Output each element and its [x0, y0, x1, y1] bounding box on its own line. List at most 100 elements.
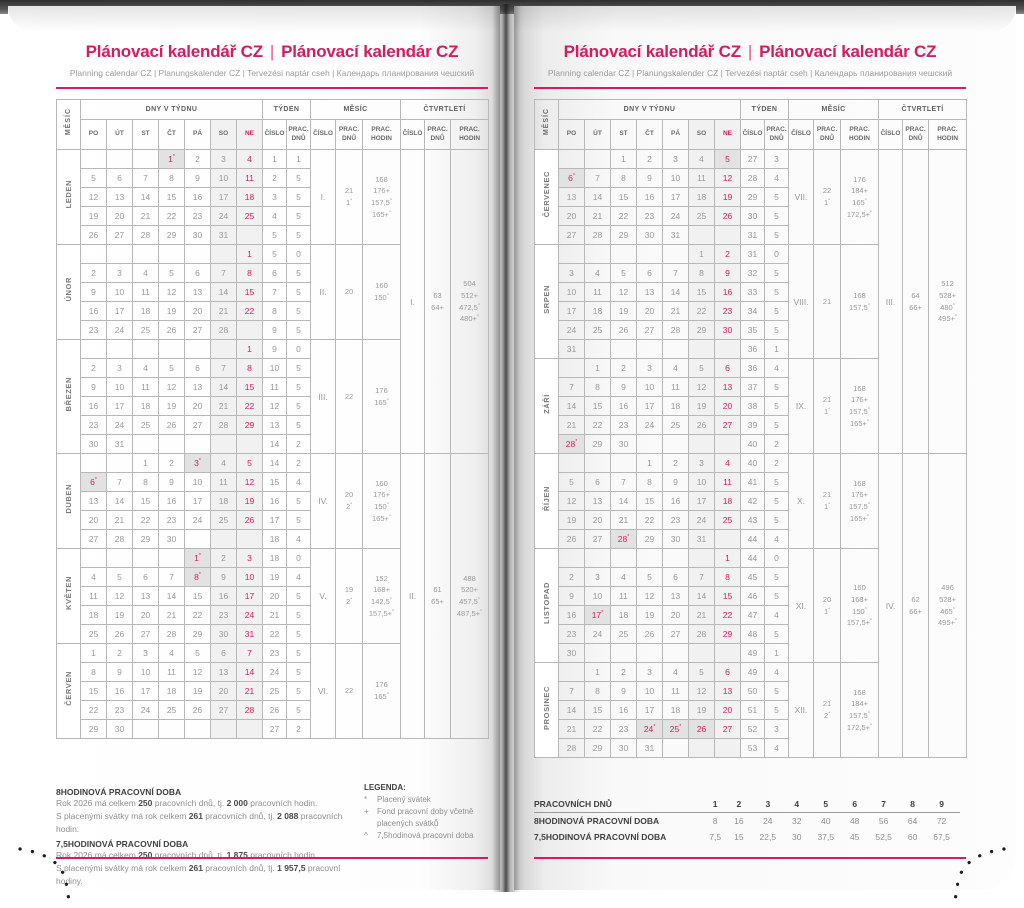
quarter-hours: 512 528+ 480^ 495+^ [928, 149, 968, 454]
day-cell: 23 [610, 719, 637, 739]
day-cell: 10 [688, 472, 715, 492]
quarter-workdays: 61 65+ [424, 453, 452, 739]
month-label: ŘÍJEN [534, 453, 559, 549]
week-workdays: 1 [764, 339, 790, 359]
week-number: 5 [262, 225, 288, 245]
day-cell: 18 [713, 491, 742, 511]
month-workdays: 21 2* [813, 662, 842, 758]
day-cell: 13 [132, 586, 159, 606]
day-cell: 12 [158, 377, 185, 397]
day-cell: 5 [688, 358, 715, 378]
day-cell: 13 [210, 662, 237, 682]
week-number: 52 [740, 719, 766, 739]
legend-item: + Fond pracovní doby včetně placených svá… [364, 806, 488, 830]
day-cell: 13 [636, 282, 663, 302]
day-cell: 2 [80, 358, 107, 378]
week-workdays: 5 [286, 225, 312, 245]
day-cell: 14 [558, 396, 585, 416]
day-cell: 3 [210, 149, 237, 169]
day-cell: 4 [688, 149, 715, 169]
day-cell: 3 [662, 149, 689, 169]
week-workdays: 5 [286, 415, 312, 435]
month-name: PROSINEC [542, 685, 551, 730]
text-segment: pracovních hodin. [247, 850, 318, 861]
week-row: 20 21 22 23 24 25 26 17 5 [57, 510, 489, 530]
day-cell: 3 [106, 358, 133, 378]
legend-text: 7,5hodinová pracovní doba [377, 831, 474, 840]
day-cell: 22 [584, 415, 611, 435]
day-cell: 28 [210, 320, 237, 340]
month-group-header: MĚSÍC [310, 99, 402, 120]
day-cell: 17 [636, 700, 663, 720]
workdays-count: 7 [865, 796, 903, 813]
day-cell [80, 149, 107, 169]
day-cell: 28* [610, 529, 637, 549]
day-cell: 9 [80, 377, 107, 397]
day-cell: 11 [688, 168, 715, 188]
day-cell [688, 434, 715, 454]
week-row: 25 26 27 28 29 30 31 22 5 [57, 624, 489, 644]
day-cell: 26 [235, 510, 264, 530]
week-workdays: 0 [764, 548, 790, 568]
week-workdays: 5 [286, 681, 312, 701]
title-separator: | [747, 42, 753, 61]
day-cell: 16 [80, 301, 107, 321]
day-cell: 18 [132, 301, 159, 321]
day-cell: 15 [636, 491, 663, 511]
week-workdays: 4 [764, 168, 790, 188]
header-cols-row: PO ÚT ST ČT PÁ SO NE ČÍSLO PRAC. DNŮ ČÍSLO PRAC. D… [57, 119, 490, 150]
week-row: 12 13 14 15 16 17 18 42 5 [535, 491, 967, 511]
month-hours: 160 176+ 150^ 165+^ [362, 453, 402, 549]
day-cell: 12 [610, 282, 637, 302]
day-cell: 20 [184, 396, 211, 416]
day-cell: 23 [636, 206, 663, 226]
day-cell: 20 [713, 396, 742, 416]
day-cell: 5 [610, 263, 637, 283]
page-title-sk: Plánovací kalendár CZ [281, 42, 459, 61]
day-cell: 29 [584, 434, 611, 454]
day-cell: 3 [636, 662, 663, 682]
days-group-header: DNY V TÝDNU [79, 99, 264, 120]
week-row: 29 30 27 2 [57, 719, 489, 739]
day-cell: 11 [584, 282, 611, 302]
month-label: LISTOPAD [534, 548, 559, 663]
week-row: PROSINEC 1 2 3 4 5 6 49 4 XII. 21 2* 168 184+ 157,5^ 17… [534, 662, 967, 758]
day-cell [210, 339, 237, 359]
day-cell: 17* [584, 605, 611, 625]
work-time-line: S placenými svátky má rok celkem 261 pra… [56, 810, 356, 836]
col-header: ČÍSLO [740, 119, 766, 150]
workdays-value: 15 [734, 832, 744, 842]
day-cell: 16 [662, 491, 689, 511]
day-cell: 4 [610, 567, 637, 587]
day-cell: 7 [106, 472, 133, 492]
day-cell: 23 [662, 510, 689, 530]
week-row: 26 27 28 29 30 31 5 5 [57, 225, 489, 245]
day-cell: 19 [558, 510, 585, 530]
day-cell: 16 [210, 586, 237, 606]
day-cell: 28 [158, 624, 185, 644]
page-title-sk: Plánovací kalendár CZ [759, 42, 937, 61]
day-cell [558, 244, 585, 264]
month-name: KVĚTEN [64, 576, 73, 611]
month-number: VII. [788, 149, 815, 245]
day-cell: 6 [210, 643, 237, 663]
day-cell: 6 [636, 263, 663, 283]
day-cell: 1 [713, 548, 742, 568]
week-row: SRPEN 1 2 31 0 VIII. 21 168 157,5^ [534, 244, 967, 359]
week-number: 15 [262, 472, 288, 492]
month-hours: 168 176+ 157,5^ 165+^ [840, 358, 880, 454]
day-cell [558, 149, 585, 169]
month-name: ČERVEN [64, 671, 73, 706]
workdays-value: 67,5 [933, 832, 950, 842]
month-name: DUBEN [64, 483, 73, 514]
day-cell: 9 [636, 168, 663, 188]
week-number: 37 [740, 377, 766, 397]
week-workdays: 5 [764, 586, 790, 606]
day-cell: 5 [158, 358, 185, 378]
day-cell: 9 [558, 586, 585, 606]
workdays-value: 32 [792, 816, 802, 826]
workdays-value: 40 [820, 816, 831, 826]
day-cell: 30 [184, 225, 211, 245]
day-cell: 26 [184, 700, 211, 720]
